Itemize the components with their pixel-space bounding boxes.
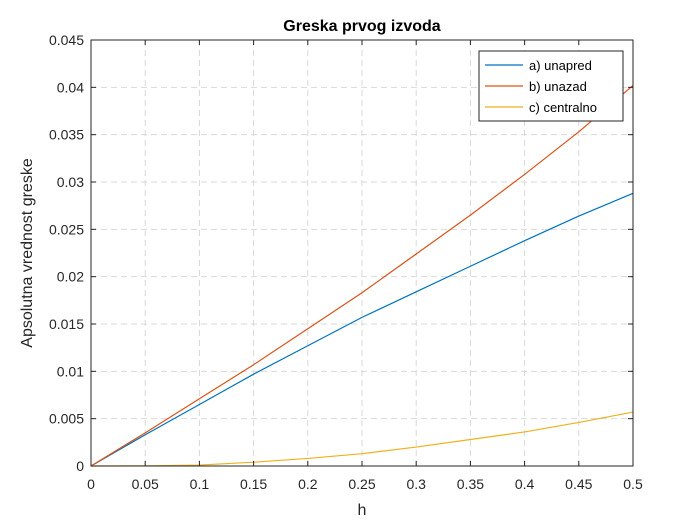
x-tick-label: 0.4 [515, 476, 535, 492]
y-axis-label: Apsolutna vrednost greske [19, 158, 36, 348]
x-tick-label: 0.35 [457, 476, 484, 492]
y-tick-label: 0 [76, 458, 84, 474]
legend: a) unapred b) unazad c) centralno [478, 50, 624, 122]
x-tick-label: 0.3 [406, 476, 426, 492]
x-tick-label: 0.45 [565, 476, 592, 492]
y-tick-label: 0.01 [57, 363, 84, 379]
y-tick-label: 0.02 [57, 269, 84, 285]
x-axis-label: h [358, 502, 367, 519]
x-tick-label: 0.05 [132, 476, 159, 492]
chart-title: Greska prvog izvoda [283, 18, 440, 35]
y-tick-label: 0.03 [57, 174, 84, 190]
x-tick-label: 0.2 [298, 476, 318, 492]
y-tick-label: 0.015 [49, 316, 84, 332]
legend-label-3: c) centralno [529, 100, 597, 115]
series-line-2 [90, 84, 634, 467]
axes-box [90, 39, 634, 467]
x-tick-label: 0 [87, 476, 95, 492]
series-line-3 [90, 411, 634, 467]
tick-labels: 0 0.05 0.1 0.15 0.2 0.25 0.3 0.35 0.4 0.45 0.5 0 0.0… [49, 32, 643, 492]
y-tick-label: 0.035 [49, 127, 84, 143]
x-tick-label: 0.1 [190, 476, 210, 492]
plot-series [90, 84, 634, 467]
x-tick-label: 0.15 [240, 476, 267, 492]
axes [90, 39, 634, 467]
x-tick-label: 0.5 [623, 476, 643, 492]
x-tick-label: 0.25 [348, 476, 375, 492]
y-tick-label: 0.025 [49, 221, 84, 237]
y-tick-label: 0.005 [49, 411, 84, 427]
series-line-1 [90, 192, 634, 467]
legend-label-1: a) unapred [529, 58, 592, 73]
y-tick-label: 0.045 [49, 32, 84, 48]
y-tick-label: 0.04 [57, 79, 84, 95]
legend-label-2: b) unazad [529, 79, 587, 94]
